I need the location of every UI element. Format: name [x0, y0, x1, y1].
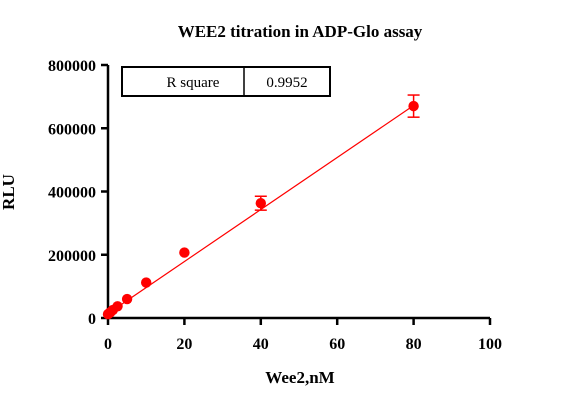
data-point: [408, 100, 419, 112]
x-tick-label: 100: [478, 336, 502, 353]
r-square-value: 0.9952: [266, 75, 307, 91]
y-tick-label: 800000: [48, 58, 96, 75]
data-point: [179, 247, 190, 258]
r-square-box: [121, 66, 331, 97]
x-tick-label: 80: [406, 336, 422, 353]
data-point: [121, 293, 133, 305]
data-point: [141, 277, 152, 288]
x-tick-label: 20: [176, 336, 192, 353]
chart-title: WEE2 titration in ADP-Glo assay: [178, 22, 423, 41]
data-point: [255, 198, 266, 209]
y-tick-label: 600000: [48, 121, 96, 138]
r-square-table: R square 0.9952: [121, 66, 331, 97]
data-point: [112, 301, 123, 312]
y-tick-label: 400000: [48, 185, 96, 202]
y-axis-title: RLU: [0, 174, 18, 210]
y-tick-label: 0: [88, 311, 96, 328]
x-tick-label: 60: [329, 336, 345, 353]
axes: 0 20 40 60 80 100 0 200000 400000 600000 800000: [48, 58, 502, 353]
x-tick-label: 40: [253, 336, 269, 353]
x-tick-label: 0: [104, 336, 112, 353]
data-points: [102, 94, 420, 320]
x-axis-title: Wee2,nM: [265, 368, 334, 387]
y-tick-label: 200000: [48, 248, 96, 265]
r-square-label: R square: [167, 75, 220, 91]
